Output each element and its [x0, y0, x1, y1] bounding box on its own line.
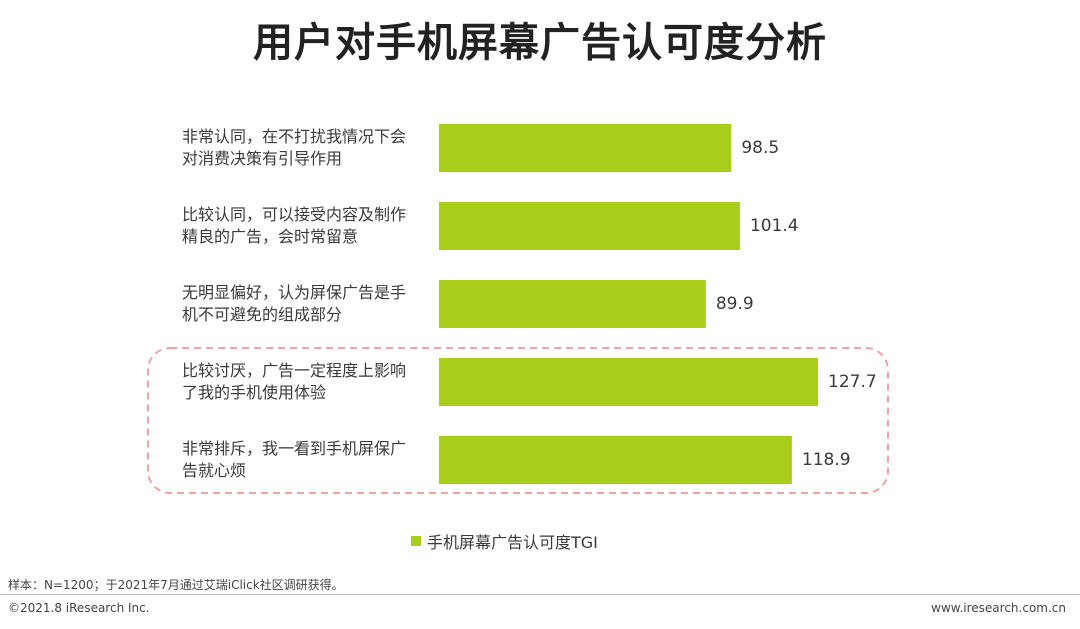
value-label-1: 98.5	[741, 138, 780, 158]
footer-divider	[0, 594, 1080, 595]
value-label-5: 118.9	[801, 450, 851, 470]
bar-1	[439, 124, 732, 172]
highlight-box	[147, 347, 889, 494]
bar-2	[439, 202, 740, 250]
legend: 手机屏幕广告认可度TGI	[411, 529, 598, 553]
category-label-line: 无明显偏好，认为屏保广告是手	[182, 283, 407, 302]
category-label-line: 比较讨厌，广告一定程度上影响	[182, 361, 407, 380]
sample-note: 样本：N=1200；于2021年7月通过艾瑞iClick社区调研获得。	[8, 578, 344, 592]
category-label-line: 非常认同，在不打扰我情况下会	[182, 127, 407, 146]
bar-3	[439, 280, 706, 328]
category-label-line: 告就心烦	[182, 461, 247, 480]
category-label-2: 比较认同，可以接受内容及制作 精良的广告，会时常留意	[182, 204, 437, 248]
value-label-4: 127.7	[828, 372, 877, 392]
category-label-4: 比较讨厌，广告一定程度上影响 了我的手机使用体验	[182, 360, 437, 404]
value-label-3: 89.9	[715, 294, 754, 314]
bar-5	[439, 436, 792, 484]
bar-4	[439, 358, 818, 406]
category-label-line: 非常排斥，我一看到手机屏保广	[182, 439, 407, 458]
category-label-line: 对消费决策有引导作用	[182, 149, 343, 168]
category-label-line: 了我的手机使用体验	[182, 383, 327, 402]
category-label-5: 非常排斥，我一看到手机屏保广 告就心烦	[182, 438, 437, 482]
category-label-3: 无明显偏好，认为屏保广告是手 机不可避免的组成部分	[182, 282, 437, 326]
chart-title: 用户对手机屏幕广告认可度分析	[253, 20, 827, 66]
website: www.iresearch.com.cn	[931, 601, 1066, 615]
copyright: ©2021.8 iResearch Inc.	[8, 601, 150, 615]
value-label-2: 101.4	[749, 216, 799, 236]
legend-label: 手机屏幕广告认可度TGI	[427, 533, 598, 552]
category-label-line: 机不可避免的组成部分	[182, 305, 343, 324]
category-label-line: 比较认同，可以接受内容及制作	[182, 205, 407, 224]
category-label-1: 非常认同，在不打扰我情况下会 对消费决策有引导作用	[182, 126, 437, 170]
legend-swatch	[411, 536, 421, 546]
category-label-line: 精良的广告，会时常留意	[182, 227, 359, 246]
